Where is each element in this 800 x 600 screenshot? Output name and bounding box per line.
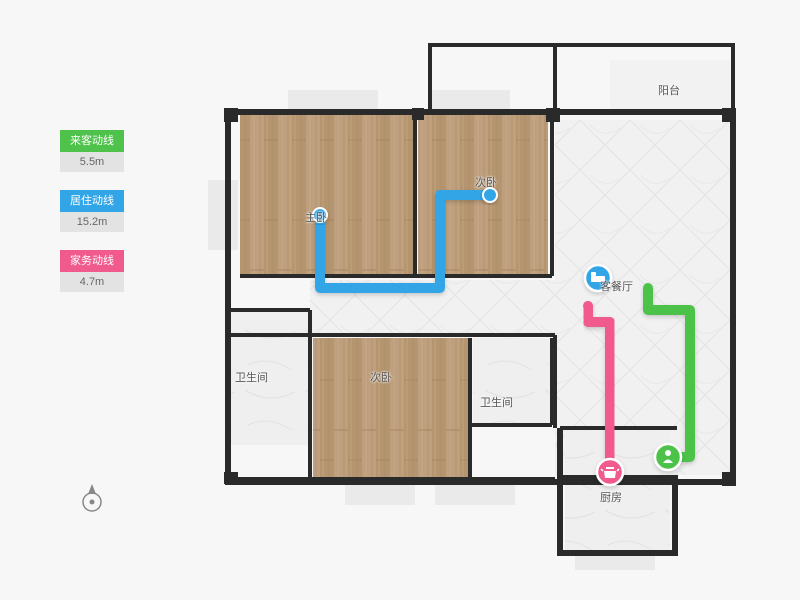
room-label-master_bed: 主卧	[305, 209, 327, 225]
room-label-balcony: 阳台	[658, 82, 680, 98]
legend-chore-label: 家务动线	[60, 250, 124, 272]
legend-visitor: 来客动线 5.5m	[60, 130, 124, 172]
floor-plan: 阳台主卧次卧客餐厅卫生间次卧卫生间厨房	[180, 20, 740, 580]
legend-chore: 家务动线 4.7m	[60, 250, 124, 292]
legend-visitor-label: 来客动线	[60, 130, 124, 152]
room-living_room	[555, 120, 730, 475]
room-label-living_room: 客餐厅	[600, 278, 633, 294]
legend-living-label: 居住动线	[60, 190, 124, 212]
room-bath2	[473, 338, 551, 423]
room-label-bath2: 卫生间	[480, 394, 513, 410]
room-bed2_bot	[313, 338, 468, 478]
legend-living: 居住动线 15.2m	[60, 190, 124, 232]
room-label-bath1: 卫生间	[235, 369, 268, 385]
compass-icon	[74, 480, 110, 516]
room-label-bed2_top: 次卧	[475, 174, 497, 190]
legend-living-value: 15.2m	[60, 212, 124, 232]
room-label-kitchen: 厨房	[600, 489, 622, 505]
legend-chore-value: 4.7m	[60, 272, 124, 292]
room-label-bed2_bot: 次卧	[370, 369, 392, 385]
legend-visitor-value: 5.5m	[60, 152, 124, 172]
room-master_bed	[240, 115, 415, 275]
route-legend: 来客动线 5.5m 居住动线 15.2m 家务动线 4.7m	[60, 130, 124, 310]
